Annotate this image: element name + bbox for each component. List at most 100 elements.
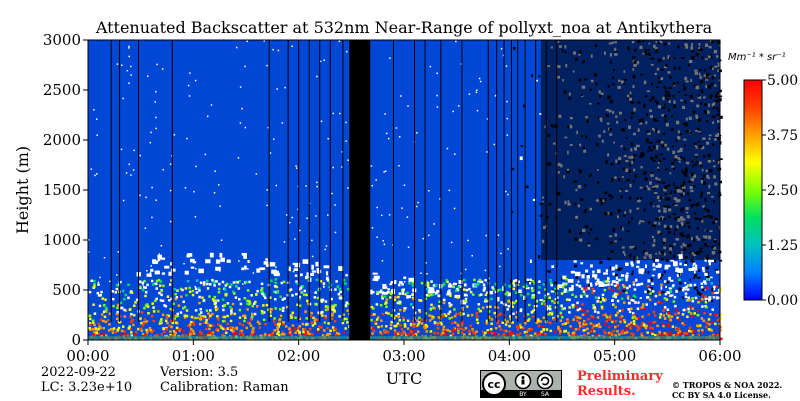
aerosol-speckle [250, 293, 253, 297]
aerosol-speckle [631, 312, 635, 315]
aerosol-speckle [144, 291, 148, 294]
aerosol-speckle [274, 298, 277, 301]
cloud-streak [192, 261, 197, 264]
cloud-speckle [429, 65, 432, 68]
aerosol-speckle [271, 331, 275, 335]
noise-speckle [573, 260, 577, 263]
aerosol-speckle [216, 307, 219, 311]
noise-speckle [632, 296, 635, 300]
aerosol-speckle [412, 280, 415, 284]
aerosol-speckle [232, 327, 236, 331]
aerosol-speckle [719, 313, 723, 316]
aerosol-speckle [444, 332, 448, 335]
aerosol-speckle [710, 321, 714, 324]
cloud-streak [241, 267, 244, 271]
aerosol-speckle [577, 327, 581, 331]
aerosol-speckle [147, 312, 150, 315]
aerosol-speckle [88, 322, 92, 325]
aerosol-speckle [173, 317, 176, 321]
aerosol-speckle [342, 331, 346, 334]
aerosol-speckle [392, 309, 396, 312]
cloud-speckle [125, 172, 128, 174]
aerosol-speckle [704, 282, 707, 285]
aerosol-speckle [517, 334, 520, 337]
aerosol-speckle [714, 313, 717, 316]
aerosol-speckle [578, 321, 581, 325]
aerosol-speckle [688, 326, 692, 330]
aerosol-speckle [442, 328, 445, 331]
aerosol-speckle [232, 290, 235, 294]
cloud-speckle [99, 276, 101, 279]
aerosol-speckle [580, 295, 583, 298]
aerosol-speckle [372, 307, 375, 310]
cloud-speckle [155, 127, 157, 130]
aerosol-speckle [319, 280, 323, 283]
aerosol-speckle [611, 303, 615, 306]
aerosol-speckle [503, 318, 507, 322]
aerosol-speckle [669, 315, 672, 318]
aerosol-speckle [291, 294, 294, 297]
aerosol-speckle [384, 286, 388, 289]
aerosol-speckle [326, 279, 330, 282]
cloud-streak [615, 280, 619, 285]
aerosol-speckle [173, 314, 177, 317]
aerosol-speckle [508, 324, 511, 328]
aerosol-speckle [209, 314, 212, 318]
cloud-speckle [316, 75, 318, 78]
cloud-speckle [376, 206, 378, 209]
aerosol-speckle [507, 300, 510, 303]
aerosol-speckle [304, 323, 308, 326]
aerosol-speckle [601, 293, 605, 297]
cloud-streak [299, 273, 303, 277]
cloud-streak [529, 281, 532, 285]
aerosol-speckle [608, 318, 612, 321]
aerosol-speckle [420, 318, 423, 321]
cloud-speckle [300, 288, 303, 290]
aerosol-speckle [199, 307, 202, 311]
aerosol-speckle [385, 324, 388, 328]
aerosol-speckle [195, 291, 199, 294]
aerosol-speckle [249, 318, 253, 321]
aerosol-speckle [381, 312, 385, 316]
aerosol-speckle [390, 280, 394, 284]
aerosol-speckle [158, 284, 162, 287]
cloud-speckle [471, 255, 473, 257]
cloud-streak [382, 283, 387, 289]
aerosol-speckle [476, 283, 479, 286]
aerosol-speckle [688, 306, 692, 309]
aerosol-speckle [159, 280, 163, 283]
cloud-speckle [460, 63, 463, 65]
aerosol-speckle [272, 290, 276, 294]
aerosol-speckle [701, 328, 704, 332]
aerosol-speckle [130, 291, 134, 294]
aerosol-speckle [485, 319, 489, 323]
aerosol-speckle [410, 330, 413, 334]
aerosol-speckle [489, 328, 493, 331]
noise-speckle [670, 259, 674, 262]
aerosol-speckle [614, 334, 618, 337]
cloud-speckle [433, 223, 435, 225]
cloud-streak [517, 289, 522, 294]
aerosol-speckle [496, 321, 499, 325]
noise-speckle [713, 260, 717, 263]
cloud-speckle [277, 49, 280, 52]
aerosol-speckle [281, 298, 285, 301]
noise-speckle [599, 260, 603, 264]
aerosol-speckle [305, 293, 308, 297]
aerosol-speckle [627, 301, 631, 305]
aerosol-speckle [666, 308, 670, 311]
noise-speckle [694, 286, 698, 289]
aerosol-speckle [102, 326, 106, 330]
aerosol-speckle [239, 329, 242, 333]
aerosol-speckle [396, 322, 400, 325]
cloud-speckle [436, 106, 439, 108]
aerosol-speckle [151, 302, 154, 305]
aerosol-speckle [164, 304, 168, 308]
aerosol-speckle [134, 301, 137, 304]
aerosol-speckle [230, 312, 233, 316]
aerosol-speckle [148, 326, 152, 330]
aerosol-speckle [331, 304, 334, 308]
aerosol-speckle [176, 314, 180, 317]
aerosol-speckle [295, 292, 298, 296]
colorbar-tick-label: 5.00 [767, 73, 798, 89]
